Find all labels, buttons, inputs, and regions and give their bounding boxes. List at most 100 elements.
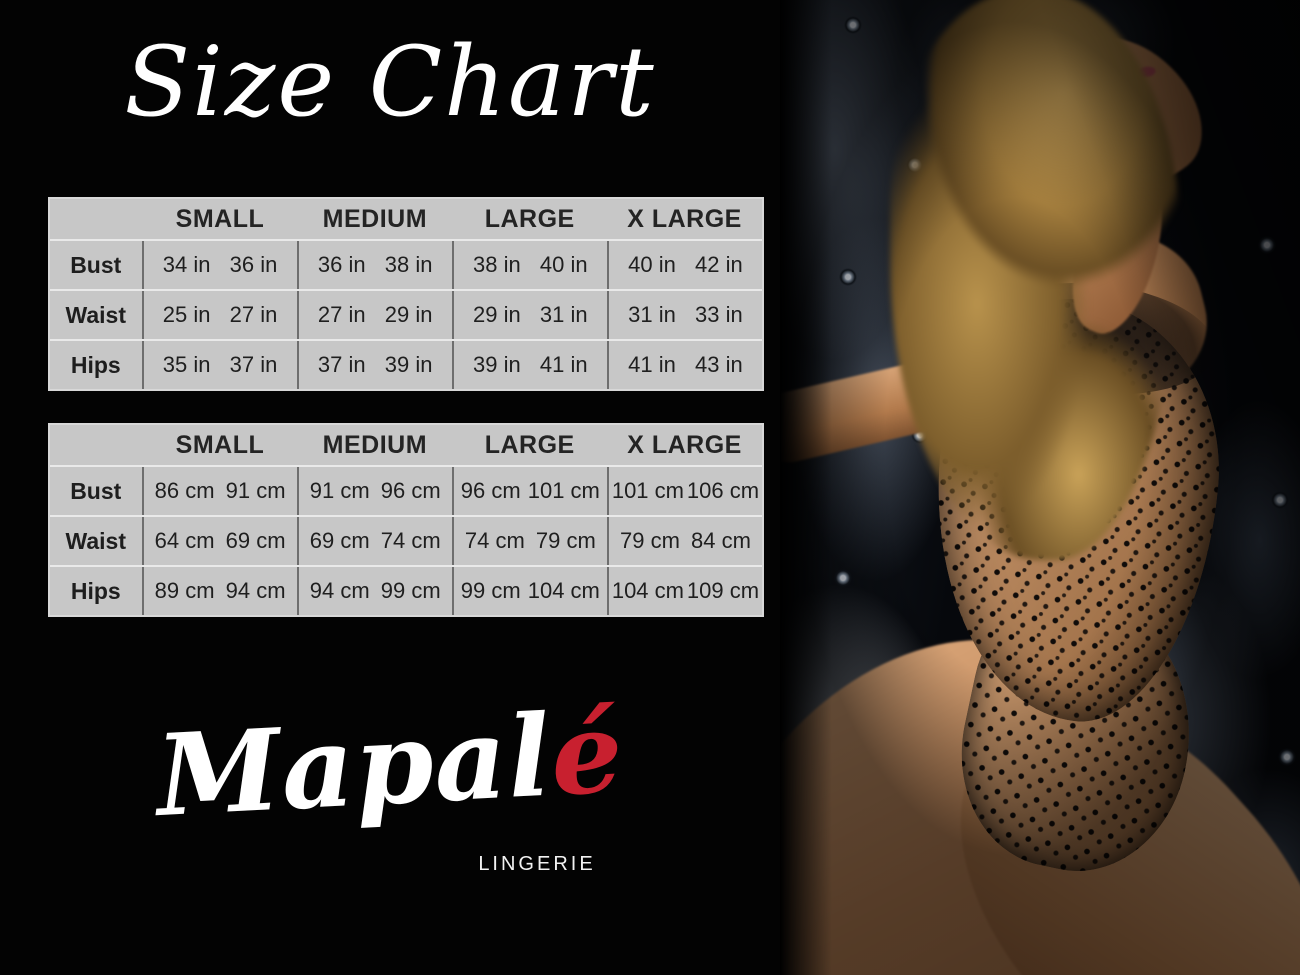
row-label: Waist	[65, 301, 127, 328]
measure-value: 43 in	[695, 352, 743, 377]
brand-name: Mapal	[153, 690, 555, 843]
size-cell: 69 cm 74 cm	[296, 517, 452, 565]
row-label: Hips	[70, 577, 121, 604]
size-cell: 89 cm 94 cm	[141, 567, 297, 615]
measure-value: 29 in	[472, 302, 521, 327]
column-header: SMALL	[175, 204, 265, 233]
size-cell: 91 cm 96 cm	[296, 467, 452, 515]
table-row: Waist 64 cm 69 cm 69 cm 74 cm 74 cm 79 cm 79 cm…	[50, 515, 762, 565]
measure-value: 106 cm	[686, 478, 760, 503]
column-header: MEDIUM	[322, 430, 428, 459]
measure-value: 89 cm	[154, 578, 215, 603]
measure-value: 84 cm	[691, 528, 751, 553]
measure-value: 42 in	[695, 252, 743, 277]
measure-value: 27 in	[317, 302, 366, 327]
measure-value: 25 in	[162, 302, 211, 327]
measure-value: 96 cm	[460, 478, 521, 503]
measure-value: 94 cm	[309, 578, 370, 603]
column-header: LARGE	[484, 204, 575, 233]
measure-value: 74 cm	[464, 528, 525, 553]
measure-value: 31 in	[628, 302, 676, 327]
measure-value: 31 in	[539, 302, 588, 327]
size-cell: 25 in 27 in	[141, 291, 297, 339]
measure-value: 79 cm	[619, 528, 680, 553]
measure-value: 40 in	[628, 252, 676, 277]
model-photo	[780, 0, 1300, 975]
size-cell: 101 cm 106 cm	[606, 467, 762, 515]
measure-value: 94 cm	[225, 578, 286, 603]
measure-value: 40 in	[539, 252, 588, 277]
table-row: Hips 89 cm 94 cm 94 cm 99 cm 99 cm 104 cm 104 c…	[50, 565, 762, 615]
size-cell: 39 in 41 in	[451, 341, 607, 389]
size-cell: 99 cm 104 cm	[451, 567, 607, 615]
measure-value: 39 in	[472, 352, 521, 377]
size-cell: 86 cm 91 cm	[141, 467, 297, 515]
measure-value: 29 in	[384, 302, 433, 327]
size-cell: 34 in 36 in	[141, 241, 297, 289]
table-row: Waist 25 in 27 in 27 in 29 in 29 in 31 in 31 in…	[50, 289, 762, 339]
measure-value: 41 in	[539, 352, 588, 377]
measure-value: 36 in	[229, 252, 278, 277]
measure-value: 91 cm	[309, 478, 370, 503]
chart-panel: Size Chart SMALL MEDIUM LARGE X LARGE Bust 34…	[0, 26, 783, 875]
size-cell: 79 cm 84 cm	[606, 517, 762, 565]
measure-value: 96 cm	[380, 478, 441, 503]
measure-value: 99 cm	[460, 578, 521, 603]
measure-value: 69 cm	[225, 528, 286, 553]
measure-value: 64 cm	[154, 528, 215, 553]
measure-value: 74 cm	[380, 528, 441, 553]
measure-value: 99 cm	[380, 578, 441, 603]
measure-value: 101 cm	[611, 478, 684, 503]
row-label: Waist	[65, 527, 127, 554]
measure-value: 86 cm	[154, 478, 215, 503]
measure-value: 34 in	[162, 252, 211, 277]
measure-value: 35 in	[162, 352, 211, 377]
measure-value: 36 in	[317, 252, 366, 277]
brand-tagline: LINGERIE	[478, 853, 596, 875]
size-cell: 40 in 42 in	[606, 241, 762, 289]
size-cell: 37 in 39 in	[296, 341, 452, 389]
size-table-centimeters: SMALL MEDIUM LARGE X LARGE Bust 86 cm 91 cm 91 …	[48, 423, 764, 617]
column-header: X LARGE	[627, 430, 742, 459]
measure-value: 39 in	[384, 352, 433, 377]
size-cell: 31 in 33 in	[606, 291, 762, 339]
size-cell: 38 in 40 in	[451, 241, 607, 289]
photo-vignette	[780, 0, 1300, 975]
size-cell: 104 cm 109 cm	[606, 567, 762, 615]
size-cell: 27 in 29 in	[296, 291, 452, 339]
size-cell: 94 cm 99 cm	[296, 567, 452, 615]
brand-name-accent: é	[547, 686, 627, 822]
table-row: Bust 86 cm 91 cm 91 cm 96 cm 96 cm 101 cm 101 c…	[50, 465, 762, 515]
measure-value: 91 cm	[225, 478, 286, 503]
measure-value: 69 cm	[309, 528, 370, 553]
measure-value: 38 in	[472, 252, 521, 277]
row-label: Bust	[70, 477, 122, 504]
measure-value: 27 in	[229, 302, 278, 327]
row-label: Bust	[70, 251, 122, 278]
measure-value: 37 in	[229, 352, 278, 377]
brand-logo: Mapalé	[0, 678, 783, 853]
size-cell: 74 cm 79 cm	[451, 517, 607, 565]
measure-value: 101 cm	[527, 478, 600, 503]
measure-value: 37 in	[317, 352, 366, 377]
table-row: Hips 35 in 37 in 37 in 39 in 39 in 41 in 41 in 4…	[50, 339, 762, 389]
measure-value: 41 in	[628, 352, 676, 377]
size-cell: 64 cm 69 cm	[141, 517, 297, 565]
size-cell: 29 in 31 in	[451, 291, 607, 339]
size-cell: 35 in 37 in	[141, 341, 297, 389]
column-header: MEDIUM	[322, 204, 428, 233]
table-header-row: SMALL MEDIUM LARGE X LARGE	[50, 199, 762, 239]
size-cell: 41 in 43 in	[606, 341, 762, 389]
measure-value: 104 cm	[527, 578, 600, 603]
size-cell: 96 cm 101 cm	[451, 467, 607, 515]
column-header: X LARGE	[627, 204, 742, 233]
size-table-inches: SMALL MEDIUM LARGE X LARGE Bust 34 in 36 in 36 …	[48, 197, 764, 391]
measure-value: 38 in	[384, 252, 433, 277]
column-header: SMALL	[175, 430, 265, 459]
row-label: Hips	[70, 351, 121, 378]
measure-value: 109 cm	[686, 578, 760, 603]
measure-value: 33 in	[695, 302, 743, 327]
measure-value: 79 cm	[535, 528, 596, 553]
measure-value: 104 cm	[611, 578, 684, 603]
